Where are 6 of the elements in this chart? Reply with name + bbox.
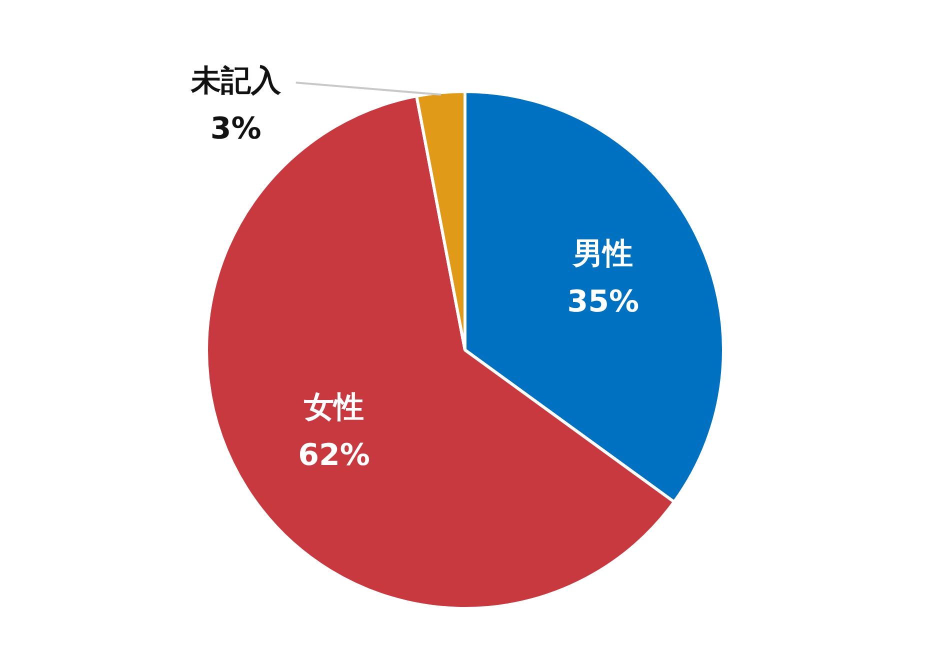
- data-label: 62%: [298, 438, 370, 473]
- slice-label: 男性: [572, 236, 634, 272]
- slice-label: 未記入: [190, 63, 282, 98]
- data-label: 3%: [210, 111, 262, 146]
- data-label: 35%: [567, 284, 640, 320]
- slice-label: 女性: [303, 390, 364, 425]
